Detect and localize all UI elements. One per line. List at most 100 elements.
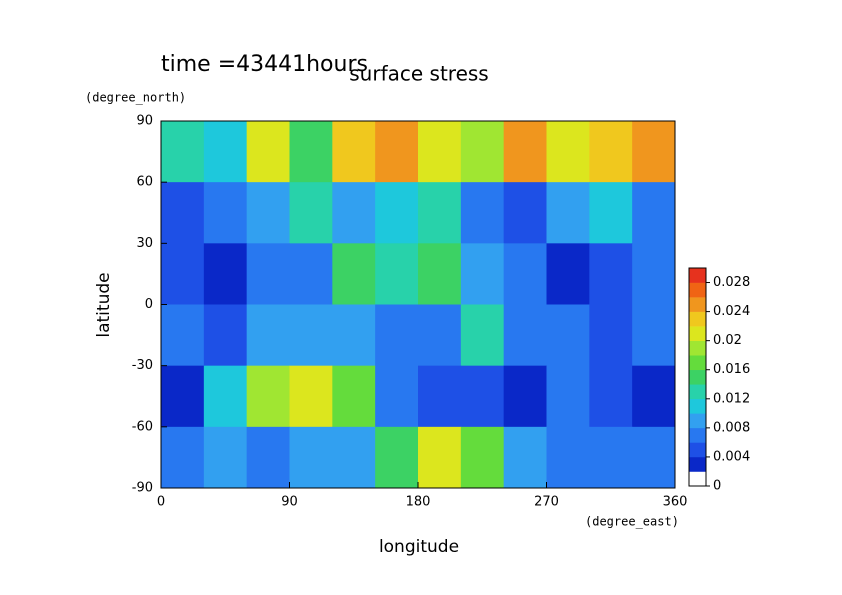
time-annotation: time =43441hours (161, 52, 368, 77)
field-cell (546, 243, 590, 305)
field-cell (246, 243, 290, 305)
field-cell (546, 365, 590, 428)
colorbar-bin (689, 297, 706, 312)
field-cell (418, 182, 462, 244)
field-cell (418, 365, 462, 428)
field-cell (161, 304, 205, 367)
field-cell (289, 426, 333, 488)
y-tick-label: 90 (136, 114, 153, 129)
field-cell (632, 426, 675, 488)
field-cell (161, 182, 205, 244)
field-cell (246, 304, 290, 367)
field-cell (375, 243, 419, 305)
x-tick-label: 0 (157, 495, 165, 510)
field-cell (503, 426, 547, 488)
field-cell (289, 182, 333, 244)
field-cell (632, 304, 675, 367)
colorbar-bin (689, 471, 706, 487)
field-cell (161, 365, 205, 428)
x-tick-label: 270 (534, 495, 559, 510)
field-cell (332, 304, 376, 367)
field-cell (332, 182, 376, 244)
field-cell (460, 304, 505, 367)
x-tick-label: 180 (406, 495, 431, 510)
y-tick-label: 60 (136, 175, 153, 190)
field-cell (375, 121, 419, 183)
field-cell (375, 182, 419, 244)
field-cell (161, 121, 205, 183)
colorbar-frame (688, 267, 707, 487)
field-cell (503, 365, 547, 428)
field-cell (503, 121, 547, 183)
field-cell (503, 304, 547, 367)
colorbar-tick-label: 0.016 (713, 362, 750, 377)
field-cell (289, 243, 333, 305)
colorbar-bin (689, 268, 706, 283)
field-cell (418, 121, 462, 183)
field-cell (289, 365, 333, 428)
field-cell (503, 182, 547, 244)
field-cell (418, 243, 462, 305)
field-cell (546, 304, 590, 367)
field-cell (246, 365, 290, 428)
field-cell (246, 182, 290, 244)
colorbar-tick-label: 0.008 (713, 420, 750, 435)
field-cell (632, 121, 675, 183)
field-cell (203, 182, 248, 244)
y-tick-label: 30 (136, 236, 153, 251)
colorbar-tick-label: 0.028 (713, 275, 750, 290)
field-cell (289, 121, 333, 183)
field-cell (589, 243, 633, 305)
field-cell (203, 365, 248, 428)
colorbar-bin (689, 355, 706, 371)
colorbar-bin (689, 311, 706, 327)
field (161, 121, 675, 488)
y-unit: (degree_north) (85, 91, 186, 105)
field-cell (632, 243, 675, 305)
colorbar-bin (689, 369, 706, 385)
y-tick-label: 0 (145, 297, 153, 312)
colorbar-bin (689, 442, 706, 458)
field-cell (503, 243, 547, 305)
field-cell (289, 304, 333, 367)
colorbar-bin (689, 398, 706, 414)
field-cell (589, 365, 633, 428)
colorbar-bin (689, 384, 706, 400)
field-cell (546, 426, 590, 488)
x-tick-label: 90 (281, 495, 298, 510)
colorbar-bin (689, 340, 706, 356)
colorbar-tick-label: 0.012 (713, 391, 750, 406)
x-tick-label: 360 (663, 495, 688, 510)
field-cell (546, 182, 590, 244)
field-cell (161, 243, 205, 305)
y-axis-label: latitude (94, 272, 114, 337)
field-cell (203, 304, 248, 367)
chart-title: surface stress (349, 62, 488, 86)
colorbar-tick-label: 0 (713, 479, 721, 494)
field-cell (332, 121, 376, 183)
colorbar-tick-label: 0.024 (713, 304, 750, 319)
colorbar-bin (689, 326, 706, 341)
field-cell (460, 365, 505, 428)
colorbar-bin (689, 427, 706, 443)
colorbar-tick-label: 0.004 (713, 449, 750, 464)
field-cell (632, 182, 675, 244)
colorbar-bin (689, 413, 706, 429)
field-cell (375, 304, 419, 367)
field-cell (203, 243, 248, 305)
field-cell (460, 426, 505, 488)
field-cell (332, 365, 376, 428)
y-tick-label: -60 (132, 419, 153, 434)
colorbar-bin (689, 456, 706, 472)
field-cell (460, 121, 505, 183)
field-cell (589, 304, 633, 367)
field-cell (589, 426, 633, 488)
field-cell (632, 365, 675, 428)
field-cell (246, 426, 290, 488)
field-cell (203, 121, 248, 183)
field-cell (546, 121, 590, 183)
field-cell (332, 426, 376, 488)
field-cell (375, 365, 419, 428)
